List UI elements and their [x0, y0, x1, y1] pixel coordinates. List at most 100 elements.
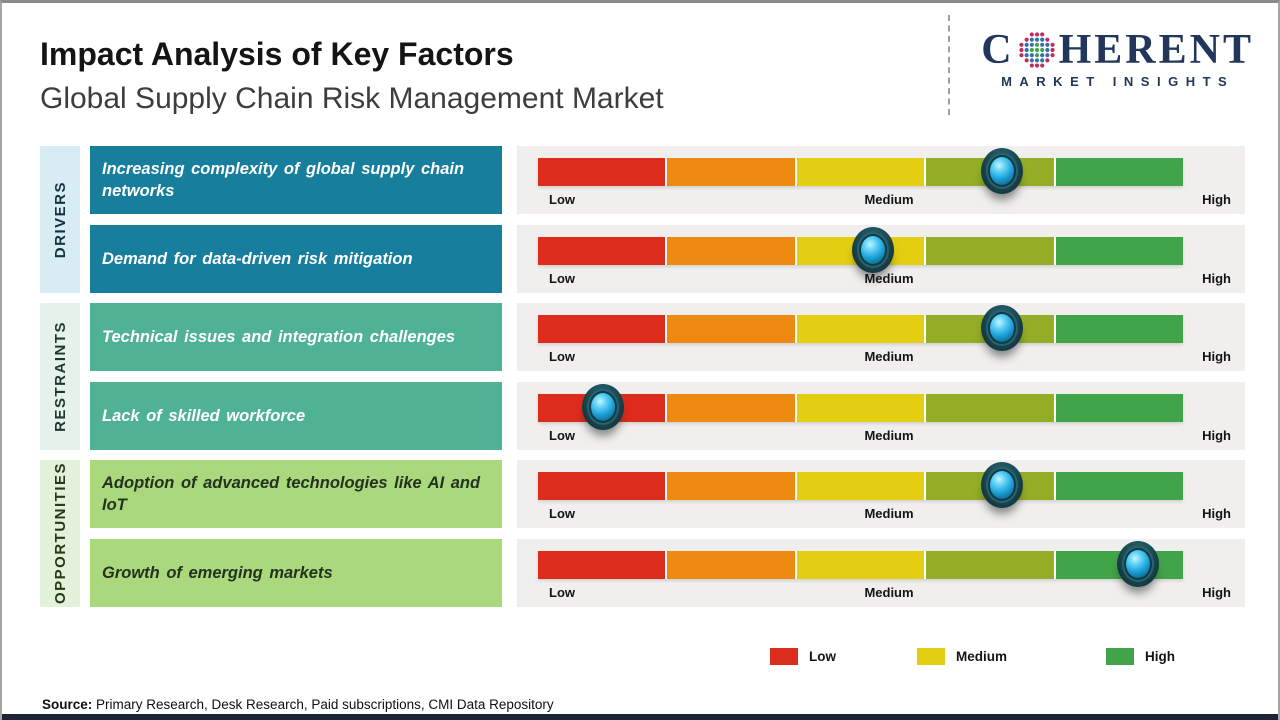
bar-segment: [538, 237, 666, 265]
bar-segment: [667, 237, 795, 265]
bar-segment: [796, 472, 925, 500]
impact-marker: [1116, 541, 1159, 587]
category-block-opportunities: OPPORTUNITIES Adoption of advanced techno…: [40, 460, 1245, 607]
category-label-restraints: RESTRAINTS: [40, 303, 80, 450]
scale-label-low: Low: [549, 271, 575, 286]
scale-label-medium: Medium: [864, 271, 914, 286]
scale-label-low: Low: [549, 428, 575, 443]
factor-label: Adoption of advanced technologies like A…: [90, 460, 502, 528]
scale-label-high: High: [1202, 428, 1231, 443]
impact-scale-panel: Low Medium High: [517, 382, 1245, 450]
bar-segment: [1055, 158, 1184, 186]
bar-segment: [538, 551, 666, 579]
factor-label: Lack of skilled workforce: [90, 382, 502, 450]
bar-segment: [538, 472, 666, 500]
bar-segment: [926, 551, 1054, 579]
bar-segment: [538, 315, 666, 343]
impact-chart: DRIVERS Increasing complexity of global s…: [40, 146, 1245, 617]
factor-label: Increasing complexity of global supply c…: [90, 146, 502, 214]
legend-item-high: High: [1106, 648, 1175, 665]
bar-segment: [796, 551, 925, 579]
impact-gradient-bar: [538, 394, 1184, 422]
legend-label-high: High: [1145, 649, 1175, 664]
impact-marker: [981, 305, 1024, 351]
impact-marker: [581, 384, 624, 430]
scale-label-high: High: [1202, 349, 1231, 364]
legend-swatch-high: [1106, 648, 1134, 665]
scale-label-high: High: [1202, 506, 1231, 521]
factor-label: Growth of emerging markets: [90, 539, 502, 607]
brand-logo: C HERENT MARKET INSIGHTS: [981, 29, 1254, 89]
impact-scale-panel: Low Medium High: [517, 146, 1245, 214]
header: Impact Analysis of Key Factors Global Su…: [40, 36, 664, 115]
category-label-text: OPPORTUNITIES: [51, 462, 69, 605]
brand-tagline: MARKET INSIGHTS: [1001, 74, 1235, 89]
factor-row: Lack of skilled workforce Low Medium High: [90, 382, 1245, 450]
factor-row: Growth of emerging markets Low Medium High: [90, 539, 1245, 607]
category-block-drivers: DRIVERS Increasing complexity of global s…: [40, 146, 1245, 293]
scale-label-low: Low: [549, 506, 575, 521]
factor-row: Adoption of advanced technologies like A…: [90, 460, 1245, 528]
legend: Low Medium High: [2, 648, 1278, 672]
brand-wordmark: C HERENT: [981, 29, 1254, 71]
brand-letters-rest: HERENT: [1058, 27, 1254, 73]
legend-item-low: Low: [770, 648, 836, 665]
category-label-opportunities: OPPORTUNITIES: [40, 460, 80, 607]
category-label-drivers: DRIVERS: [40, 146, 80, 293]
scale-label-high: High: [1202, 585, 1231, 600]
scale-label-low: Low: [549, 192, 575, 207]
scale-label-medium: Medium: [864, 192, 914, 207]
bar-segment: [667, 315, 795, 343]
scale-label-medium: Medium: [864, 585, 914, 600]
factor-row: Technical issues and integration challen…: [90, 303, 1245, 371]
scale-label-medium: Medium: [864, 506, 914, 521]
page-subtitle: Global Supply Chain Risk Management Mark…: [40, 81, 664, 115]
brand-letter-c: C: [981, 27, 1015, 73]
bottom-bar: [2, 714, 1278, 720]
page-title: Impact Analysis of Key Factors: [40, 36, 514, 72]
impact-gradient-bar: [538, 472, 1184, 500]
category-label-text: RESTRAINTS: [51, 321, 69, 432]
bar-segment: [667, 158, 795, 186]
category-block-restraints: RESTRAINTS Technical issues and integrati…: [40, 303, 1245, 450]
bar-segment: [1055, 237, 1184, 265]
bar-segment: [667, 551, 795, 579]
legend-label-medium: Medium: [956, 649, 1008, 664]
legend-swatch-medium: [917, 648, 945, 665]
scale-label-high: High: [1202, 271, 1231, 286]
bar-segment: [667, 472, 795, 500]
impact-gradient-bar: [538, 551, 1184, 579]
header-divider: [948, 15, 950, 115]
source-text: Primary Research, Desk Research, Paid su…: [92, 697, 554, 712]
impact-marker: [981, 462, 1024, 508]
impact-scale-panel: Low Medium High: [517, 303, 1245, 371]
category-label-text: DRIVERS: [51, 180, 69, 259]
legend-item-medium: Medium: [917, 648, 1007, 665]
bar-segment: [538, 158, 666, 186]
impact-scale-panel: Low Medium High: [517, 539, 1245, 607]
scale-label-low: Low: [549, 585, 575, 600]
factor-row: Demand for data-driven risk mitigation Lo…: [90, 225, 1245, 293]
factor-label: Technical issues and integration challen…: [90, 303, 502, 371]
factor-label: Demand for data-driven risk mitigation: [90, 225, 502, 293]
bar-segment: [926, 237, 1054, 265]
bar-segment: [667, 394, 795, 422]
scale-label-low: Low: [549, 349, 575, 364]
impact-gradient-bar: [538, 315, 1184, 343]
source-prefix: Source:: [42, 697, 93, 712]
bar-segment: [926, 394, 1054, 422]
globe-icon: [1019, 32, 1055, 68]
source-note: Source: Primary Research, Desk Research,…: [42, 697, 554, 712]
impact-marker: [981, 148, 1024, 194]
impact-gradient-bar: [538, 158, 1184, 186]
scale-label-medium: Medium: [864, 349, 914, 364]
bar-segment: [1055, 472, 1184, 500]
impact-scale-panel: Low Medium High: [517, 225, 1245, 293]
scale-label-high: High: [1202, 192, 1231, 207]
legend-swatch-low: [770, 648, 798, 665]
bar-segment: [796, 315, 925, 343]
legend-label-low: Low: [809, 649, 836, 664]
impact-scale-panel: Low Medium High: [517, 460, 1245, 528]
impact-marker: [852, 227, 895, 273]
